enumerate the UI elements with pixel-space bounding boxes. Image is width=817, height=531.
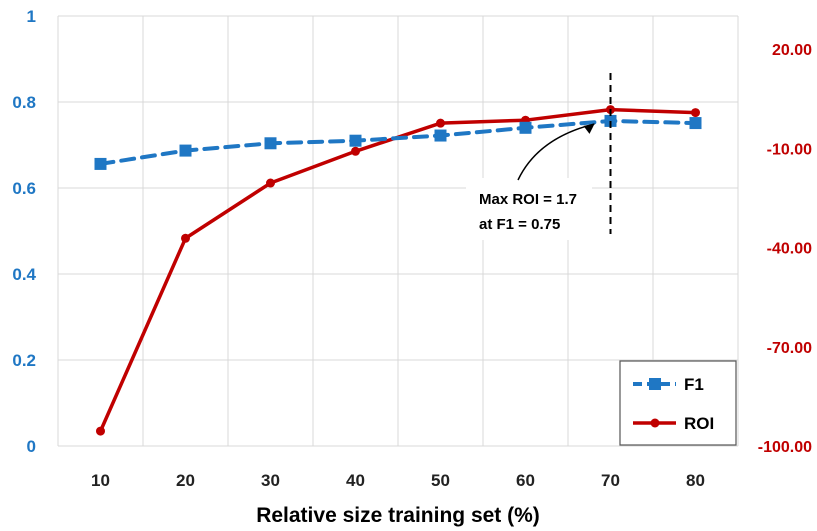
y-axis-right: -100.00 -70.00 -40.00 -10.00 20.00 [758, 42, 812, 456]
x-axis-title: Relative size training set (%) [256, 504, 540, 527]
point-roi [266, 178, 275, 188]
series-line-f1 [98, 118, 698, 166]
y-left-tick-label: 1 [27, 7, 36, 26]
point-roi [691, 108, 700, 118]
legend-label-f1: F1 [684, 375, 704, 394]
x-tick-label: 40 [346, 471, 365, 490]
x-tick-label: 30 [261, 471, 280, 490]
point-roi [436, 118, 445, 128]
annotation-arrowhead [583, 123, 595, 134]
x-tick-label: 70 [601, 471, 620, 490]
y-right-tick-label: 20.00 [772, 42, 812, 59]
point-f1 [689, 117, 702, 130]
y-left-tick-label: 0.2 [12, 351, 36, 370]
y-left-tick-label: 0.4 [12, 265, 36, 284]
x-tick-label: 20 [176, 471, 195, 490]
legend-box [619, 360, 737, 446]
y-left-tick-label: 0.6 [12, 179, 36, 198]
point-roi [96, 426, 105, 436]
point-roi [351, 146, 360, 156]
y-right-tick-label: -100.00 [758, 439, 812, 456]
y-right-tick-label: -40.00 [767, 241, 812, 258]
legend: F1 ROI [619, 360, 737, 446]
y-right-tick-label: -10.00 [767, 141, 812, 158]
x-axis: 10 20 30 40 50 60 70 80 [91, 471, 705, 490]
x-tick-label: 50 [431, 471, 450, 490]
point-roi [181, 233, 190, 243]
y-left-tick-label: 0 [27, 437, 36, 456]
series-layer [94, 105, 702, 436]
x-tick-label: 60 [516, 471, 535, 490]
y-left-tick-label: 0.8 [12, 93, 36, 112]
point-f1 [94, 157, 107, 170]
legend-label-roi: ROI [684, 414, 714, 433]
annotation-arrow [517, 123, 595, 181]
annotation-text-line: at F1 = 0.75 [479, 216, 560, 233]
point-f1 [519, 121, 532, 134]
legend-marker-f1 [649, 378, 661, 390]
x-tick-label: 10 [91, 471, 110, 490]
annotation: Max ROI = 1.7 at F1 = 0.75 [466, 73, 612, 240]
x-tick-label: 80 [686, 471, 705, 490]
point-f1 [264, 137, 277, 150]
y-axis-left: 0 0.2 0.4 0.6 0.8 1 [12, 7, 36, 456]
legend-marker-roi [650, 418, 660, 428]
annotation-text-line: Max ROI = 1.7 [479, 191, 577, 208]
point-f1 [179, 144, 192, 157]
point-f1 [604, 114, 617, 127]
point-f1 [434, 129, 447, 142]
y-right-tick-label: -70.00 [767, 340, 812, 357]
point-f1 [349, 134, 362, 147]
annotation-box [466, 178, 592, 240]
